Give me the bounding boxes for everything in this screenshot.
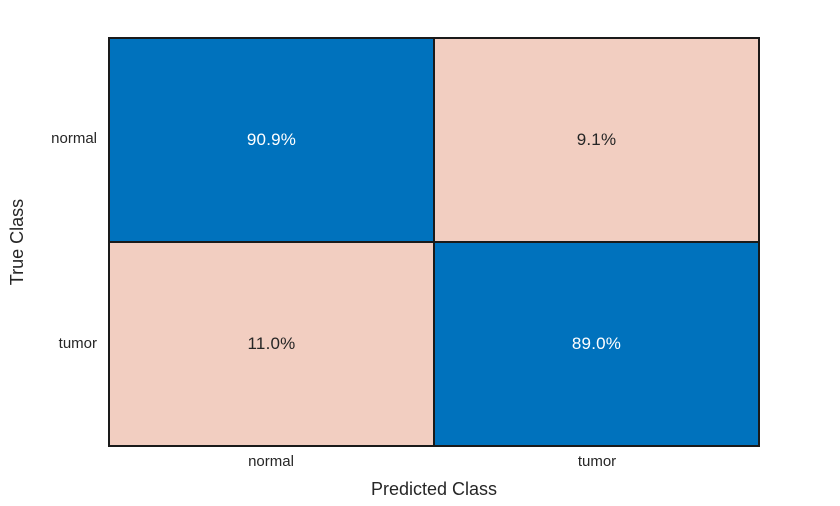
cell-true-tumor-pred-tumor: 89.0%	[435, 243, 758, 445]
y-axis-label: True Class	[7, 198, 27, 286]
cell-true-normal-pred-tumor: 9.1%	[435, 39, 758, 241]
x-tick-normal: normal	[248, 453, 294, 470]
cell-true-normal-pred-normal: 90.9%	[110, 39, 433, 241]
y-tick-tumor: tumor	[58, 335, 97, 352]
cell-true-tumor-pred-normal: 11.0%	[110, 243, 433, 445]
y-tick-normal: normal	[51, 130, 97, 147]
x-tick-tumor: tumor	[577, 453, 617, 470]
confusion-matrix-grid: 90.9% 9.1% 11.0% 89.0%	[108, 37, 760, 447]
x-axis-label: Predicted Class	[370, 479, 498, 499]
